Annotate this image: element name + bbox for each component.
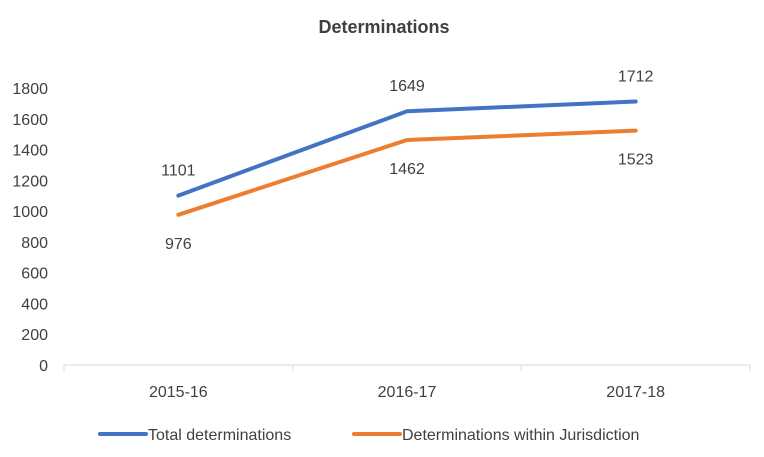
legend-label: Determinations within Jurisdiction — [402, 427, 639, 444]
y-tick-label: 1800 — [12, 81, 48, 98]
chart-title: Determinations — [318, 17, 449, 37]
legend: Total determinations Determinations withi… — [98, 427, 639, 444]
legend-label: Total determinations — [148, 427, 291, 444]
data-labels: 1101 1649 1712 976 1462 1523 — [161, 69, 653, 253]
y-axis-ticks: 0 200 400 600 800 1000 1200 1400 1600 1800 — [12, 81, 48, 375]
y-tick-label: 1000 — [12, 204, 48, 221]
data-label: 976 — [165, 236, 192, 253]
y-tick-label: 1400 — [12, 143, 48, 160]
x-axis-ticks: 2015-16 2016-17 2017-18 — [149, 384, 665, 401]
y-tick-label: 400 — [21, 296, 48, 313]
series-line-1 — [176, 99, 638, 198]
y-tick-label: 1200 — [12, 173, 48, 190]
data-label: 1101 — [161, 163, 196, 180]
data-label: 1649 — [389, 78, 425, 95]
series-line-2 — [176, 128, 638, 217]
x-tick-label: 2015-16 — [149, 384, 208, 401]
y-tick-label: 0 — [39, 358, 48, 375]
x-axis-tick-marks — [63, 365, 751, 371]
y-tick-label: 200 — [21, 327, 48, 344]
x-tick-label: 2016-17 — [378, 384, 437, 401]
y-tick-label: 1600 — [12, 112, 48, 129]
data-label: 1712 — [618, 69, 654, 86]
y-tick-label: 800 — [21, 235, 48, 252]
series-lines — [176, 99, 638, 217]
y-tick-label: 600 — [21, 266, 48, 283]
data-label: 1523 — [618, 152, 654, 169]
data-label: 1462 — [389, 161, 425, 178]
x-tick-label: 2017-18 — [606, 384, 665, 401]
